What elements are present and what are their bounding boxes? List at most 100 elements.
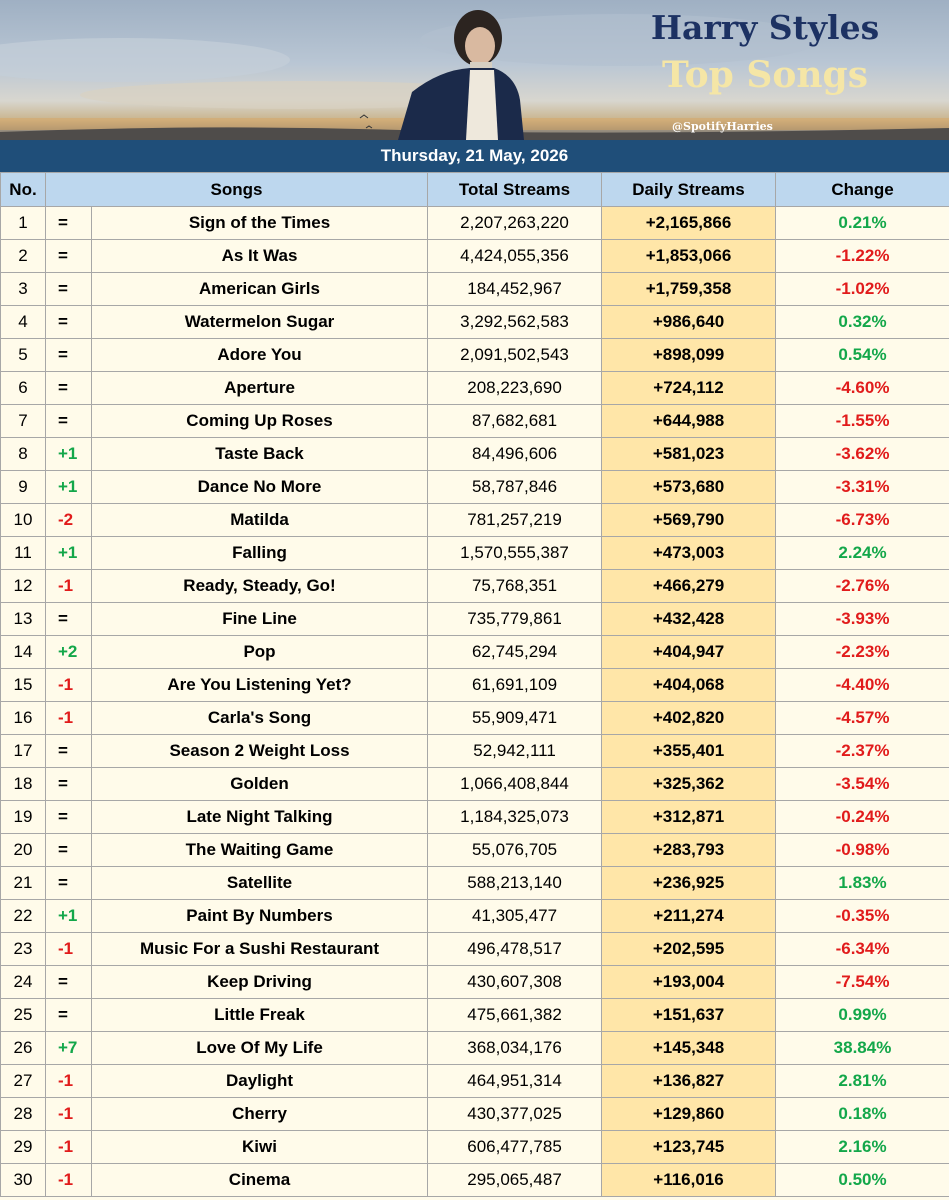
song-title-cell: Kiwi xyxy=(90,1130,429,1164)
table-row: 28 -1 Cherry 430,377,025 +129,860 0.18% xyxy=(0,1097,949,1131)
daily-streams-cell: +581,023 xyxy=(601,437,777,471)
daily-streams-cell: +202,595 xyxy=(601,932,777,966)
column-header-no: No. xyxy=(0,172,46,207)
total-streams-cell: 1,066,408,844 xyxy=(427,767,603,801)
movement-cell: = xyxy=(45,767,92,801)
table-row: 5 = Adore You 2,091,502,543 +898,099 0.54% xyxy=(0,338,949,372)
movement-cell: = xyxy=(45,338,92,372)
table-row: 19 = Late Night Talking 1,184,325,073 +312,8… xyxy=(0,800,949,834)
daily-streams-cell: +986,640 xyxy=(601,305,777,339)
table-row: 16 -1 Carla's Song 55,909,471 +402,820 -4.57% xyxy=(0,701,949,735)
daily-streams-cell: +466,279 xyxy=(601,569,777,603)
rank-cell: 13 xyxy=(0,602,46,636)
song-title-cell: Coming Up Roses xyxy=(90,404,429,438)
rank-cell: 8 xyxy=(0,437,46,471)
table-row: 9 +1 Dance No More 58,787,846 +573,680 -3.31% xyxy=(0,470,949,504)
table-row: 17 = Season 2 Weight Loss 52,942,111 +355,40… xyxy=(0,734,949,768)
daily-streams-cell: +312,871 xyxy=(601,800,777,834)
rank-cell: 2 xyxy=(0,239,46,273)
rank-cell: 28 xyxy=(0,1097,46,1131)
movement-cell: = xyxy=(45,305,92,339)
daily-streams-cell: +404,947 xyxy=(601,635,777,669)
daily-streams-cell: +211,274 xyxy=(601,899,777,933)
daily-streams-cell: +355,401 xyxy=(601,734,777,768)
song-title-cell: Ready, Steady, Go! xyxy=(90,569,429,603)
movement-cell: +1 xyxy=(45,536,92,570)
rank-cell: 17 xyxy=(0,734,46,768)
total-streams-cell: 430,607,308 xyxy=(427,965,603,999)
daily-streams-cell: +569,790 xyxy=(601,503,777,537)
table-row: 3 = American Girls 184,452,967 +1,759,358 -1.… xyxy=(0,272,949,306)
change-cell: -7.54% xyxy=(775,965,949,999)
movement-cell: = xyxy=(45,866,92,900)
song-title-cell: Love Of My Life xyxy=(90,1031,429,1065)
date-bar: Thursday, 21 May, 2026 xyxy=(0,140,949,172)
rank-cell: 3 xyxy=(0,272,46,306)
rank-cell: 5 xyxy=(0,338,46,372)
rank-cell: 1 xyxy=(0,206,46,240)
column-header-change: Change xyxy=(775,172,949,207)
rank-cell: 23 xyxy=(0,932,46,966)
change-cell: 1.83% xyxy=(775,866,949,900)
total-streams-cell: 368,034,176 xyxy=(427,1031,603,1065)
rank-cell: 19 xyxy=(0,800,46,834)
total-streams-cell: 606,477,785 xyxy=(427,1130,603,1164)
song-title-cell: Keep Driving xyxy=(90,965,429,999)
change-cell: 0.50% xyxy=(775,1163,949,1197)
song-title-cell: Adore You xyxy=(90,338,429,372)
movement-cell: -1 xyxy=(45,1064,92,1098)
movement-cell: = xyxy=(45,272,92,306)
movement-cell: = xyxy=(45,998,92,1032)
movement-cell: +1 xyxy=(45,470,92,504)
total-streams-cell: 84,496,606 xyxy=(427,437,603,471)
rank-cell: 7 xyxy=(0,404,46,438)
movement-cell: -1 xyxy=(45,668,92,702)
chart-subtitle: Top Songs xyxy=(662,54,868,96)
change-cell: -2.76% xyxy=(775,569,949,603)
header-banner: Harry Styles Top Songs @SpotifyHarries xyxy=(0,0,949,140)
daily-streams-cell: +325,362 xyxy=(601,767,777,801)
banner-photo xyxy=(0,10,949,140)
table-row: 21 = Satellite 588,213,140 +236,925 1.83% xyxy=(0,866,949,900)
song-title-cell: Golden xyxy=(90,767,429,801)
song-title-cell: Sign of the Times xyxy=(90,206,429,240)
rank-cell: 6 xyxy=(0,371,46,405)
rank-cell: 24 xyxy=(0,965,46,999)
table-row: 7 = Coming Up Roses 87,682,681 +644,988 -1.55… xyxy=(0,404,949,438)
change-cell: -6.73% xyxy=(775,503,949,537)
song-title-cell: American Girls xyxy=(90,272,429,306)
daily-streams-cell: +193,004 xyxy=(601,965,777,999)
song-title-cell: Taste Back xyxy=(90,437,429,471)
change-cell: 0.21% xyxy=(775,206,949,240)
table-row: 24 = Keep Driving 430,607,308 +193,004 -7.54% xyxy=(0,965,949,999)
song-title-cell: Little Freak xyxy=(90,998,429,1032)
rank-cell: 12 xyxy=(0,569,46,603)
table-row: 26 +7 Love Of My Life 368,034,176 +145,348 38… xyxy=(0,1031,949,1065)
total-streams-cell: 464,951,314 xyxy=(427,1064,603,1098)
table-row: 20 = The Waiting Game 55,076,705 +283,793 -0.… xyxy=(0,833,949,867)
movement-cell: = xyxy=(45,239,92,273)
movement-cell: = xyxy=(45,371,92,405)
songs-table: No. Songs Total Streams Daily Streams Ch… xyxy=(0,172,949,1197)
song-title-cell: Daylight xyxy=(90,1064,429,1098)
change-cell: 38.84% xyxy=(775,1031,949,1065)
table-row: 6 = Aperture 208,223,690 +724,112 -4.60% xyxy=(0,371,949,405)
rank-cell: 9 xyxy=(0,470,46,504)
rank-cell: 21 xyxy=(0,866,46,900)
total-streams-cell: 295,065,487 xyxy=(427,1163,603,1197)
daily-streams-cell: +236,925 xyxy=(601,866,777,900)
total-streams-cell: 2,207,263,220 xyxy=(427,206,603,240)
movement-cell: = xyxy=(45,833,92,867)
change-cell: -3.54% xyxy=(775,767,949,801)
table-row: 29 -1 Kiwi 606,477,785 +123,745 2.16% xyxy=(0,1130,949,1164)
song-title-cell: Watermelon Sugar xyxy=(90,305,429,339)
song-title-cell: Are You Listening Yet? xyxy=(90,668,429,702)
table-row: 13 = Fine Line 735,779,861 +432,428 -3.93% xyxy=(0,602,949,636)
daily-streams-cell: +2,165,866 xyxy=(601,206,777,240)
total-streams-cell: 58,787,846 xyxy=(427,470,603,504)
change-cell: 2.81% xyxy=(775,1064,949,1098)
rank-cell: 16 xyxy=(0,701,46,735)
daily-streams-cell: +573,680 xyxy=(601,470,777,504)
person-figure xyxy=(398,10,524,140)
change-cell: -3.62% xyxy=(775,437,949,471)
